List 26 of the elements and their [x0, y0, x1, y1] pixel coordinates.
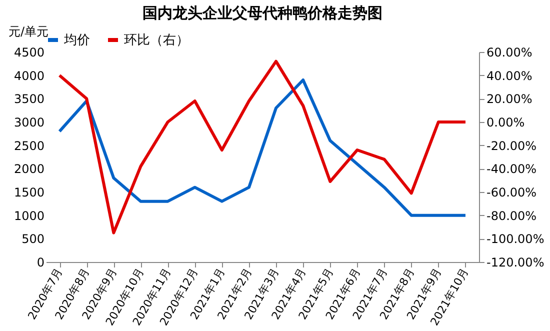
y2-tick-label: -80.00% [486, 208, 537, 223]
y2-tick-label: -60.00% [486, 186, 537, 200]
y2-tick-label: -100.00% [486, 232, 544, 246]
y2-tick-label: -20.00% [486, 138, 537, 153]
y2-tick-label: 40.00% [486, 68, 532, 83]
line-series [58, 60, 467, 234]
y2-tick-label: 20.00% [486, 92, 532, 106]
y-tick-label: 1000 [14, 208, 44, 223]
y-tick-label: 2000 [14, 162, 44, 176]
y-tick-label: 2500 [14, 138, 44, 153]
y-tick-label: 4000 [14, 68, 44, 83]
y-tick-label: 500 [22, 232, 44, 246]
y2-tick-label: 60.00% [486, 46, 532, 60]
legend-label: 环比（右） [124, 33, 189, 48]
y2-tick-label: -120.00% [486, 256, 544, 270]
line-series [58, 78, 467, 217]
y-tick-label: 3500 [14, 92, 44, 106]
y-tick-label: 4500 [14, 46, 44, 60]
y-tick-label: 1500 [14, 186, 44, 200]
chart-title: 国内龙头企业父母代种鸭价格走势图 [142, 4, 382, 22]
y-tick-label: 0 [36, 256, 44, 270]
y-axis-title: 元/单元 [8, 24, 49, 38]
y2-tick-label: -40.00% [486, 162, 537, 176]
y-tick-label: 3000 [14, 116, 44, 130]
legend-label: 均价 [63, 33, 90, 48]
y2-tick-label: 0.00% [486, 116, 525, 130]
